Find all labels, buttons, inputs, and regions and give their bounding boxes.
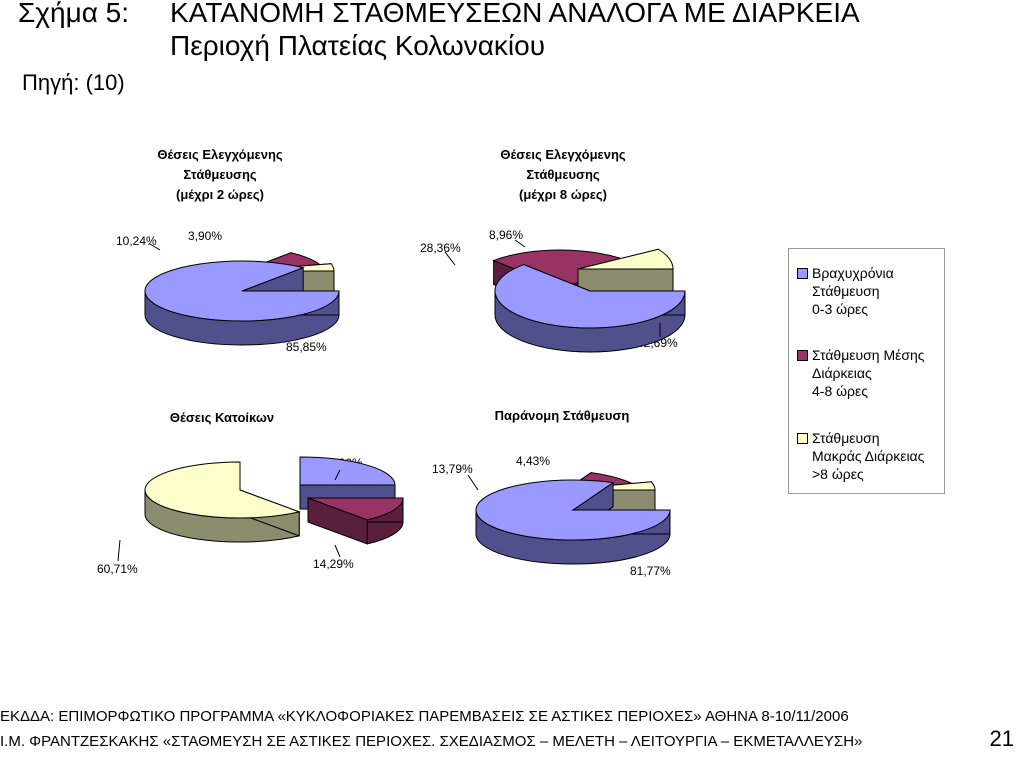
chart-1-label-medium: 10,24%: [116, 234, 157, 248]
chart-1-title-line-2: Στάθμευσης: [183, 167, 257, 182]
chart-1-title: Θέσεις Ελεγχόμενης Στάθμευσης (μέχρι 2 ώ…: [120, 145, 320, 205]
chart-2-pie: [492, 248, 686, 353]
chart-2-title: Θέσεις Ελεγχόμενης Στάθμευσης (μέχρι 8 ώ…: [463, 145, 663, 205]
chart-3-slice-long: [144, 461, 301, 543]
chart-2-leader-long: [514, 239, 526, 248]
chart-2-slice-long: [577, 248, 674, 294]
source-label: Πηγή: (10): [22, 70, 125, 95]
chart-3-slice-long-top: [144, 461, 301, 519]
chart-3-pie: [144, 456, 404, 545]
chart-2-slice-long-edge-1: [577, 268, 674, 294]
chart-1-slice-short: [144, 260, 340, 346]
chart-3-label-long: 60,71%: [97, 562, 138, 576]
legend-label-medium: Στάθμευση Μέσης Διάρκειας 4-8 ώρες: [812, 347, 925, 399]
chart-4-label-short: 81,77%: [630, 564, 671, 578]
chart-3-leaders: [117, 469, 341, 562]
chart-1-leader-medium: [149, 243, 161, 251]
chart-1-label-short: 85,85%: [286, 340, 327, 354]
chart-2-label-medium: 28,36%: [420, 241, 461, 255]
footer-line-1: ΕΚΔΔΑ: ΕΠΙΜΟΡΦΩΤΙΚΟ ΠΡΟΓΡΑΜΜΑ «ΚΥΚΛΟΦΟΡΙ…: [0, 708, 849, 725]
chart-4-leaders: [467, 474, 479, 491]
chart-4-leader-medium: [467, 474, 479, 491]
figure-subtitle: Περιοχή Πλατείας Κολωνακίου: [170, 30, 546, 61]
chart-3-title: Θέσεις Κατοίκων: [122, 408, 322, 428]
chart-4-label-medium: 13,79%: [432, 462, 473, 476]
chart-2-title-line-1: Θέσεις Ελεγχόμενης: [500, 147, 626, 162]
chart-2-slice-short-top: [494, 264, 686, 329]
legend-label-long: Στάθμευση Μακράς Διάρκειας >8 ώρες: [812, 430, 925, 482]
chart-4-title: Παράνομη Στάθμευση: [462, 406, 662, 426]
chart-2-leaders: [444, 239, 661, 337]
legend-swatch-medium: [797, 350, 808, 361]
chart-4-title-line-1: Παράνομη Στάθμευση: [494, 408, 630, 423]
chart-2-leader-medium: [444, 251, 456, 266]
chart-2-title-line-3: (μέχρι 8 ώρες): [518, 187, 608, 202]
footer-line-2: Ι.Μ. ΦΡΑΝΤΖΕΣΚΑΚΗΣ «ΣΤΑΘΜΕΥΣΗ ΣΕ ΑΣΤΙΚΕΣ…: [0, 733, 863, 750]
legend-label-short: Βραχυχρόνια Στάθμευση 0-3 ώρες: [812, 265, 894, 317]
legend-swatch-long: [797, 433, 808, 444]
chart-3-label-medium: 14,29%: [313, 557, 354, 571]
page-number: 21: [989, 726, 1014, 751]
chart-3-title-line-1: Θέσεις Κατοίκων: [169, 410, 275, 425]
chart-3-leader-long: [117, 539, 121, 562]
chart-2-slice-long-top: [577, 248, 674, 270]
chart-1-title-line-1: Θέσεις Ελεγχόμενης: [157, 147, 283, 162]
chart-3-slice-medium-top: [307, 497, 404, 521]
chart-3-leader-medium: [334, 544, 341, 558]
legend: Βραχυχρόνια Στάθμευση 0-3 ώρες Στάθμευση…: [788, 248, 945, 494]
chart-4-pie: [475, 471, 671, 565]
chart-1-title-line-3: (μέχρι 2 ώρες): [175, 187, 265, 202]
chart-3-slice-short-top: [299, 456, 396, 486]
figure-label: Σχήμα 5:: [18, 0, 130, 28]
chart-1-label-long: 3,90%: [188, 229, 223, 243]
chart-2-title-line-2: Στάθμευσης: [526, 167, 600, 182]
chart-3-slice-medium: [307, 497, 404, 545]
chart-1-pie: [144, 251, 340, 346]
chart-4-label-long: 4,43%: [516, 454, 551, 468]
figure-title: ΚΑΤΑΝΟΜΗ ΣΤΑΘΜΕΥΣΕΩΝ ΑΝΑΛΟΓΑ ΜΕ ΔΙΑΡΚΕΙΑ: [170, 0, 860, 28]
chart-1-slice-short-top: [144, 260, 340, 322]
chart-2-slice-short: [494, 263, 686, 353]
legend-swatch-short: [797, 268, 808, 279]
chart-4-slice-short-top: [475, 479, 671, 541]
chart-2-label-long: 8,96%: [489, 228, 524, 242]
chart-4-slice-short: [475, 479, 671, 565]
chart-1-leaders: [149, 243, 161, 251]
chart-3-leader-short: [334, 469, 341, 481]
